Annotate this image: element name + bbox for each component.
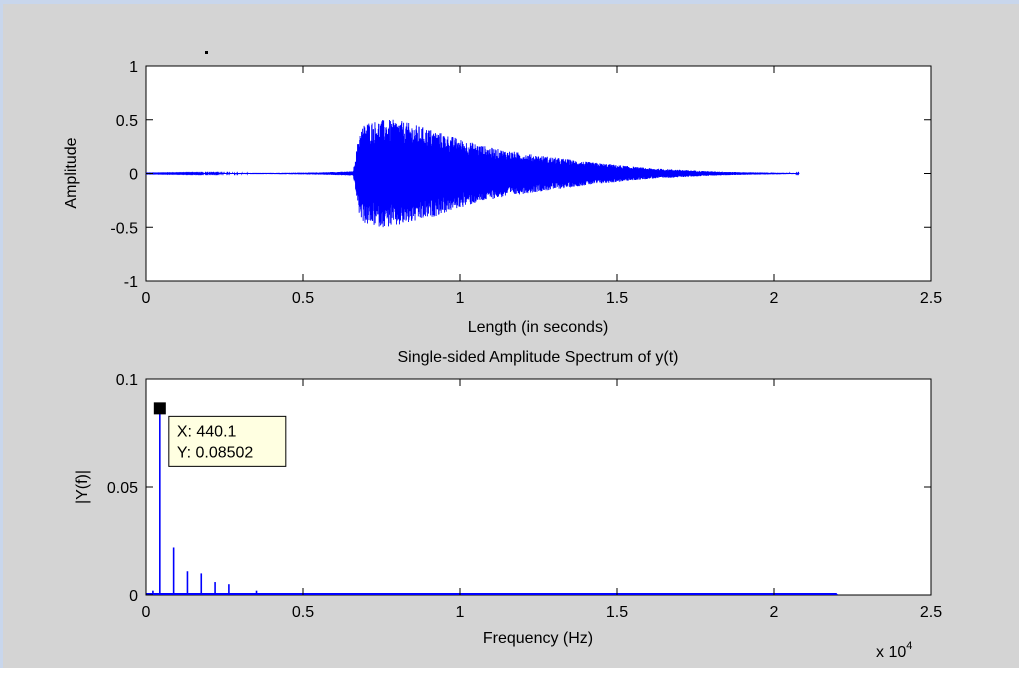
waveform-ytick-label: -0.5 <box>110 220 138 237</box>
spectrum-ytick-label: 0.1 <box>116 372 138 389</box>
spectrum-x-exponent: x 104 <box>876 640 912 661</box>
spectrum-xtick-label: 2 <box>770 604 779 621</box>
waveform-ytick-label: -1 <box>124 274 138 291</box>
waveform-ytick-label: 0 <box>129 167 138 184</box>
spectrum-xtick-label: 1.5 <box>606 604 628 621</box>
waveform-ytick-label: 1 <box>129 59 138 76</box>
spectrum-y-axis-label: |Y(f)| <box>74 470 91 504</box>
waveform-xtick-label: 0 <box>142 290 151 307</box>
spectrum-plot-area <box>145 378 932 596</box>
waveform-xtick-label: 2 <box>770 290 779 307</box>
spectrum-x-axis-label: Frequency (Hz) <box>483 630 593 647</box>
waveform-y-ticks: -1 -0.5 0 0.5 1 <box>110 59 931 291</box>
spectrum-xtick-label: 0 <box>142 604 151 621</box>
waveform-xtick-label: 2.5 <box>920 290 942 307</box>
waveform-xtick-label: 1.5 <box>606 290 628 307</box>
window-left-edge <box>0 0 3 668</box>
spectrum-xtick-label: 0.5 <box>292 604 314 621</box>
datatip-marker[interactable] <box>153 402 166 415</box>
exponent-power: 4 <box>906 640 912 652</box>
exponent-base: x 10 <box>876 644 906 661</box>
waveform-signal-line <box>145 119 800 228</box>
spectrum-axes[interactable]: Single-sided Amplitude Spectrum of y(t) … <box>74 349 942 661</box>
spectrum-ytick-label: 0.05 <box>107 480 138 497</box>
spectrum-xtick-label: 2.5 <box>920 604 942 621</box>
waveform-xtick-label: 0.5 <box>292 290 314 307</box>
spectrum-y-ticks: 0 0.05 0.1 <box>107 372 931 605</box>
waveform-x-ticks: 0 0.5 1 1.5 2 2.5 <box>142 66 942 307</box>
spectrum-line-series <box>146 411 838 595</box>
waveform-line-series <box>145 119 800 228</box>
stray-point-marker <box>205 51 208 54</box>
window-top-edge <box>0 0 1019 4</box>
waveform-xtick-label: 1 <box>456 290 465 307</box>
waveform-ytick-label: 0.5 <box>116 113 138 130</box>
spectrum-title: Single-sided Amplitude Spectrum of y(t) <box>397 349 678 366</box>
waveform-axes[interactable]: 0 0.5 1 1.5 2 2.5 -1 -0.5 0 0.5 1 Length (in seco… <box>63 59 942 336</box>
datatip-box <box>168 415 287 467</box>
waveform-x-axis-label: Length (in seconds) <box>468 319 609 336</box>
waveform-y-axis-label: Amplitude <box>63 137 80 208</box>
data-cursor-tip[interactable]: X: 440.1 Y: 0.08502 <box>153 402 287 467</box>
datatip-x-value: X: 440.1 <box>177 423 237 440</box>
datatip-y-value: Y: 0.08502 <box>177 444 254 461</box>
spectrum-xtick-label: 1 <box>456 604 465 621</box>
spectrum-ytick-label: 0 <box>129 588 138 605</box>
spectrum-x-ticks: 0 0.5 1 1.5 2 2.5 <box>142 379 942 621</box>
